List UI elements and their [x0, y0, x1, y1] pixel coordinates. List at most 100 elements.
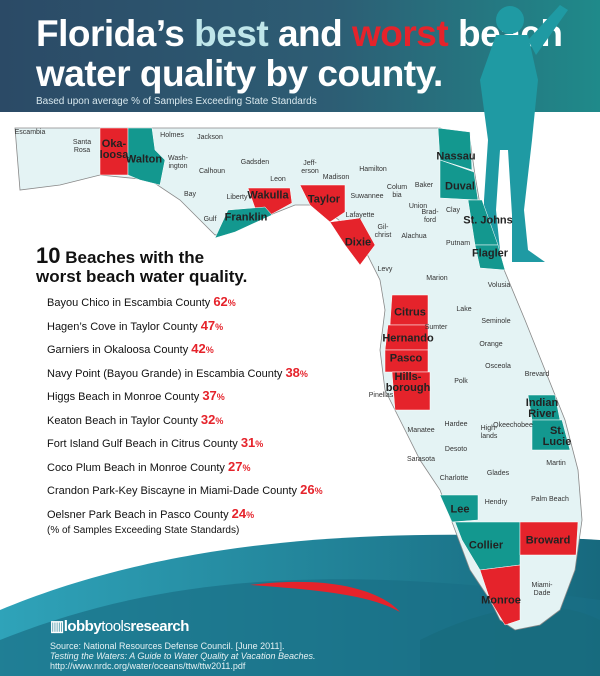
county-label-hernando: Hernando [382, 332, 434, 345]
county-label-lafayette: Lafayette [345, 212, 375, 219]
percent-value: 27 [227, 458, 243, 474]
county-shape-stlucie [531, 419, 571, 451]
percent-value: 38 [285, 364, 300, 380]
diver-silhouette [464, 5, 568, 262]
county-label-duval: Duval [445, 180, 475, 193]
list-item: Crandon Park-Key Biscayne in Miami-Dade … [47, 482, 323, 497]
county-label-manatee: Manatee [407, 427, 435, 434]
county-label-sumter: Sumter [424, 324, 448, 331]
county-label-collier: Collier [468, 539, 504, 552]
county-label-columbia: Colum bia [386, 184, 408, 199]
list-item: Fort Island Gulf Beach in Citrus County … [47, 435, 264, 450]
percent-value: 26 [300, 482, 315, 497]
county-label-hardee: Hardee [444, 421, 468, 428]
county-shape-nassau [437, 127, 473, 171]
county-label-santarosa: Santa Rosa [72, 139, 92, 154]
county-label-baker: Baker [414, 182, 434, 189]
county-label-wakulla: Wakulla [247, 189, 289, 202]
county-label-gilchrist: Gil- christ [374, 224, 392, 239]
county-label-putnam: Putnam [445, 240, 471, 247]
county-label-pasco: Pasco [389, 352, 423, 365]
county-label-leon: Leon [270, 176, 286, 183]
percent-value: 47 [200, 317, 216, 333]
list-note: (% of Samples Exceeding State Standards) [47, 525, 240, 536]
county-label-brevard: Brevard [524, 371, 550, 378]
county-label-holmes: Holmes [160, 132, 184, 139]
county-label-escambia: Escambia [14, 129, 46, 136]
county-label-bradford: Brad- ford [421, 209, 439, 224]
list-title: 10 Beaches with the worst beach water qua… [36, 243, 248, 287]
title-best: best [194, 13, 269, 54]
percent-value: 42 [191, 341, 206, 356]
county-shape-dixie [329, 217, 376, 266]
county-shape-lee [439, 494, 479, 523]
county-label-sarasota: Sarasota [406, 456, 436, 463]
county-label-dixie: Dixie [344, 236, 372, 249]
county-label-jefferson: Jeff- erson [301, 160, 319, 175]
county-label-hendry: Hendry [484, 499, 508, 506]
county-label-gadsden: Gadsden [240, 159, 270, 166]
county-label-washington: Wash- ington [168, 155, 188, 170]
county-label-marion: Marion [426, 275, 448, 282]
county-label-jackson: Jackson [197, 134, 223, 141]
county-shape-walton [127, 127, 166, 186]
county-shape-franklin [214, 206, 273, 239]
county-label-glades: Glades [486, 470, 510, 477]
county-label-hamilton: Hamilton [359, 166, 387, 173]
county-label-flagler: Flagler [471, 247, 509, 260]
florida-outline [14, 127, 583, 631]
county-label-bay: Bay [183, 191, 197, 198]
list-item: Higgs Beach in Monroe County 37% [47, 388, 225, 403]
list-item: Bayou Chico in Escambia County 62% [47, 294, 236, 309]
county-label-indianriver: Indian River [525, 397, 559, 420]
list-item: Garniers in Okaloosa County 42% [47, 341, 214, 356]
county-label-highlands: High- lands [480, 425, 498, 440]
county-label-union: Union [408, 203, 428, 210]
county-label-palmbeach: Palm Beach [531, 496, 569, 503]
county-label-volusia: Volusia [487, 282, 511, 289]
county-label-osceola: Osceola [485, 363, 511, 370]
source-citation: Source: National Resources Defense Counc… [50, 641, 316, 671]
county-label-stjohns: St. Johns [463, 214, 513, 227]
county-label-charlotte: Charlotte [439, 475, 469, 482]
county-label-gulf: Gulf [203, 216, 217, 223]
county-label-walton: Walton [125, 153, 163, 166]
county-label-franklin: Franklin [224, 211, 268, 224]
percent-value: 32 [200, 411, 216, 427]
list-item: Navy Point (Bayou Grande) in Escambia Co… [47, 364, 308, 380]
percent-value: 31 [240, 435, 256, 450]
county-shape-taylor [299, 184, 346, 223]
county-label-taylor: Taylor [307, 193, 341, 206]
county-label-polk: Polk [454, 378, 468, 385]
list-item: Keaton Beach in Taylor County 32% [47, 411, 224, 427]
list-item: Hagen’s Cove in Taylor County 47% [47, 317, 224, 333]
list-item: Coco Plum Beach in Monroe County 27% [47, 458, 251, 474]
county-label-okaloosa: Oka- loosa [99, 138, 129, 161]
county-label-desoto: Desoto [444, 446, 468, 453]
percent-value: 37 [202, 388, 217, 403]
county-label-stlucie: St. Lucie [542, 425, 572, 448]
county-label-miamidade: Miami- Dade [531, 582, 553, 597]
county-label-orange: Orange [479, 341, 503, 348]
county-label-alachua: Alachua [401, 233, 427, 240]
list-item: Oelsner Park Beach in Pasco County 24% [47, 505, 255, 521]
county-label-calhoun: Calhoun [198, 168, 226, 175]
county-label-liberty: Liberty [226, 194, 248, 201]
county-label-pinellas: Pinellas [368, 392, 394, 399]
worst-beaches-list: 10 Beaches with the worst beach water qua… [36, 243, 323, 537]
subtitle: Based upon average % of Samples Exceedin… [36, 96, 317, 107]
county-label-hillsborough: Hills- borough [385, 371, 431, 394]
title-worst: worst [352, 13, 449, 54]
county-label-clay: Clay [445, 207, 461, 214]
county-label-suwannee: Suwannee [350, 193, 384, 200]
county-shape-flagler [474, 244, 506, 271]
county-label-lake: Lake [456, 306, 472, 313]
county-shape-monroe [479, 564, 521, 626]
county-label-citrus: Citrus [394, 306, 426, 319]
county-label-madison: Madison [322, 174, 350, 181]
percent-value: 62 [213, 294, 228, 309]
county-label-martin: Martin [546, 460, 566, 467]
county-label-levy: Levy [377, 266, 393, 273]
county-label-seminole: Seminole [481, 318, 511, 325]
